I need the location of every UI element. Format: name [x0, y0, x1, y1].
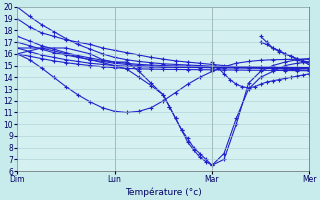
- X-axis label: Température (°c): Température (°c): [125, 187, 202, 197]
